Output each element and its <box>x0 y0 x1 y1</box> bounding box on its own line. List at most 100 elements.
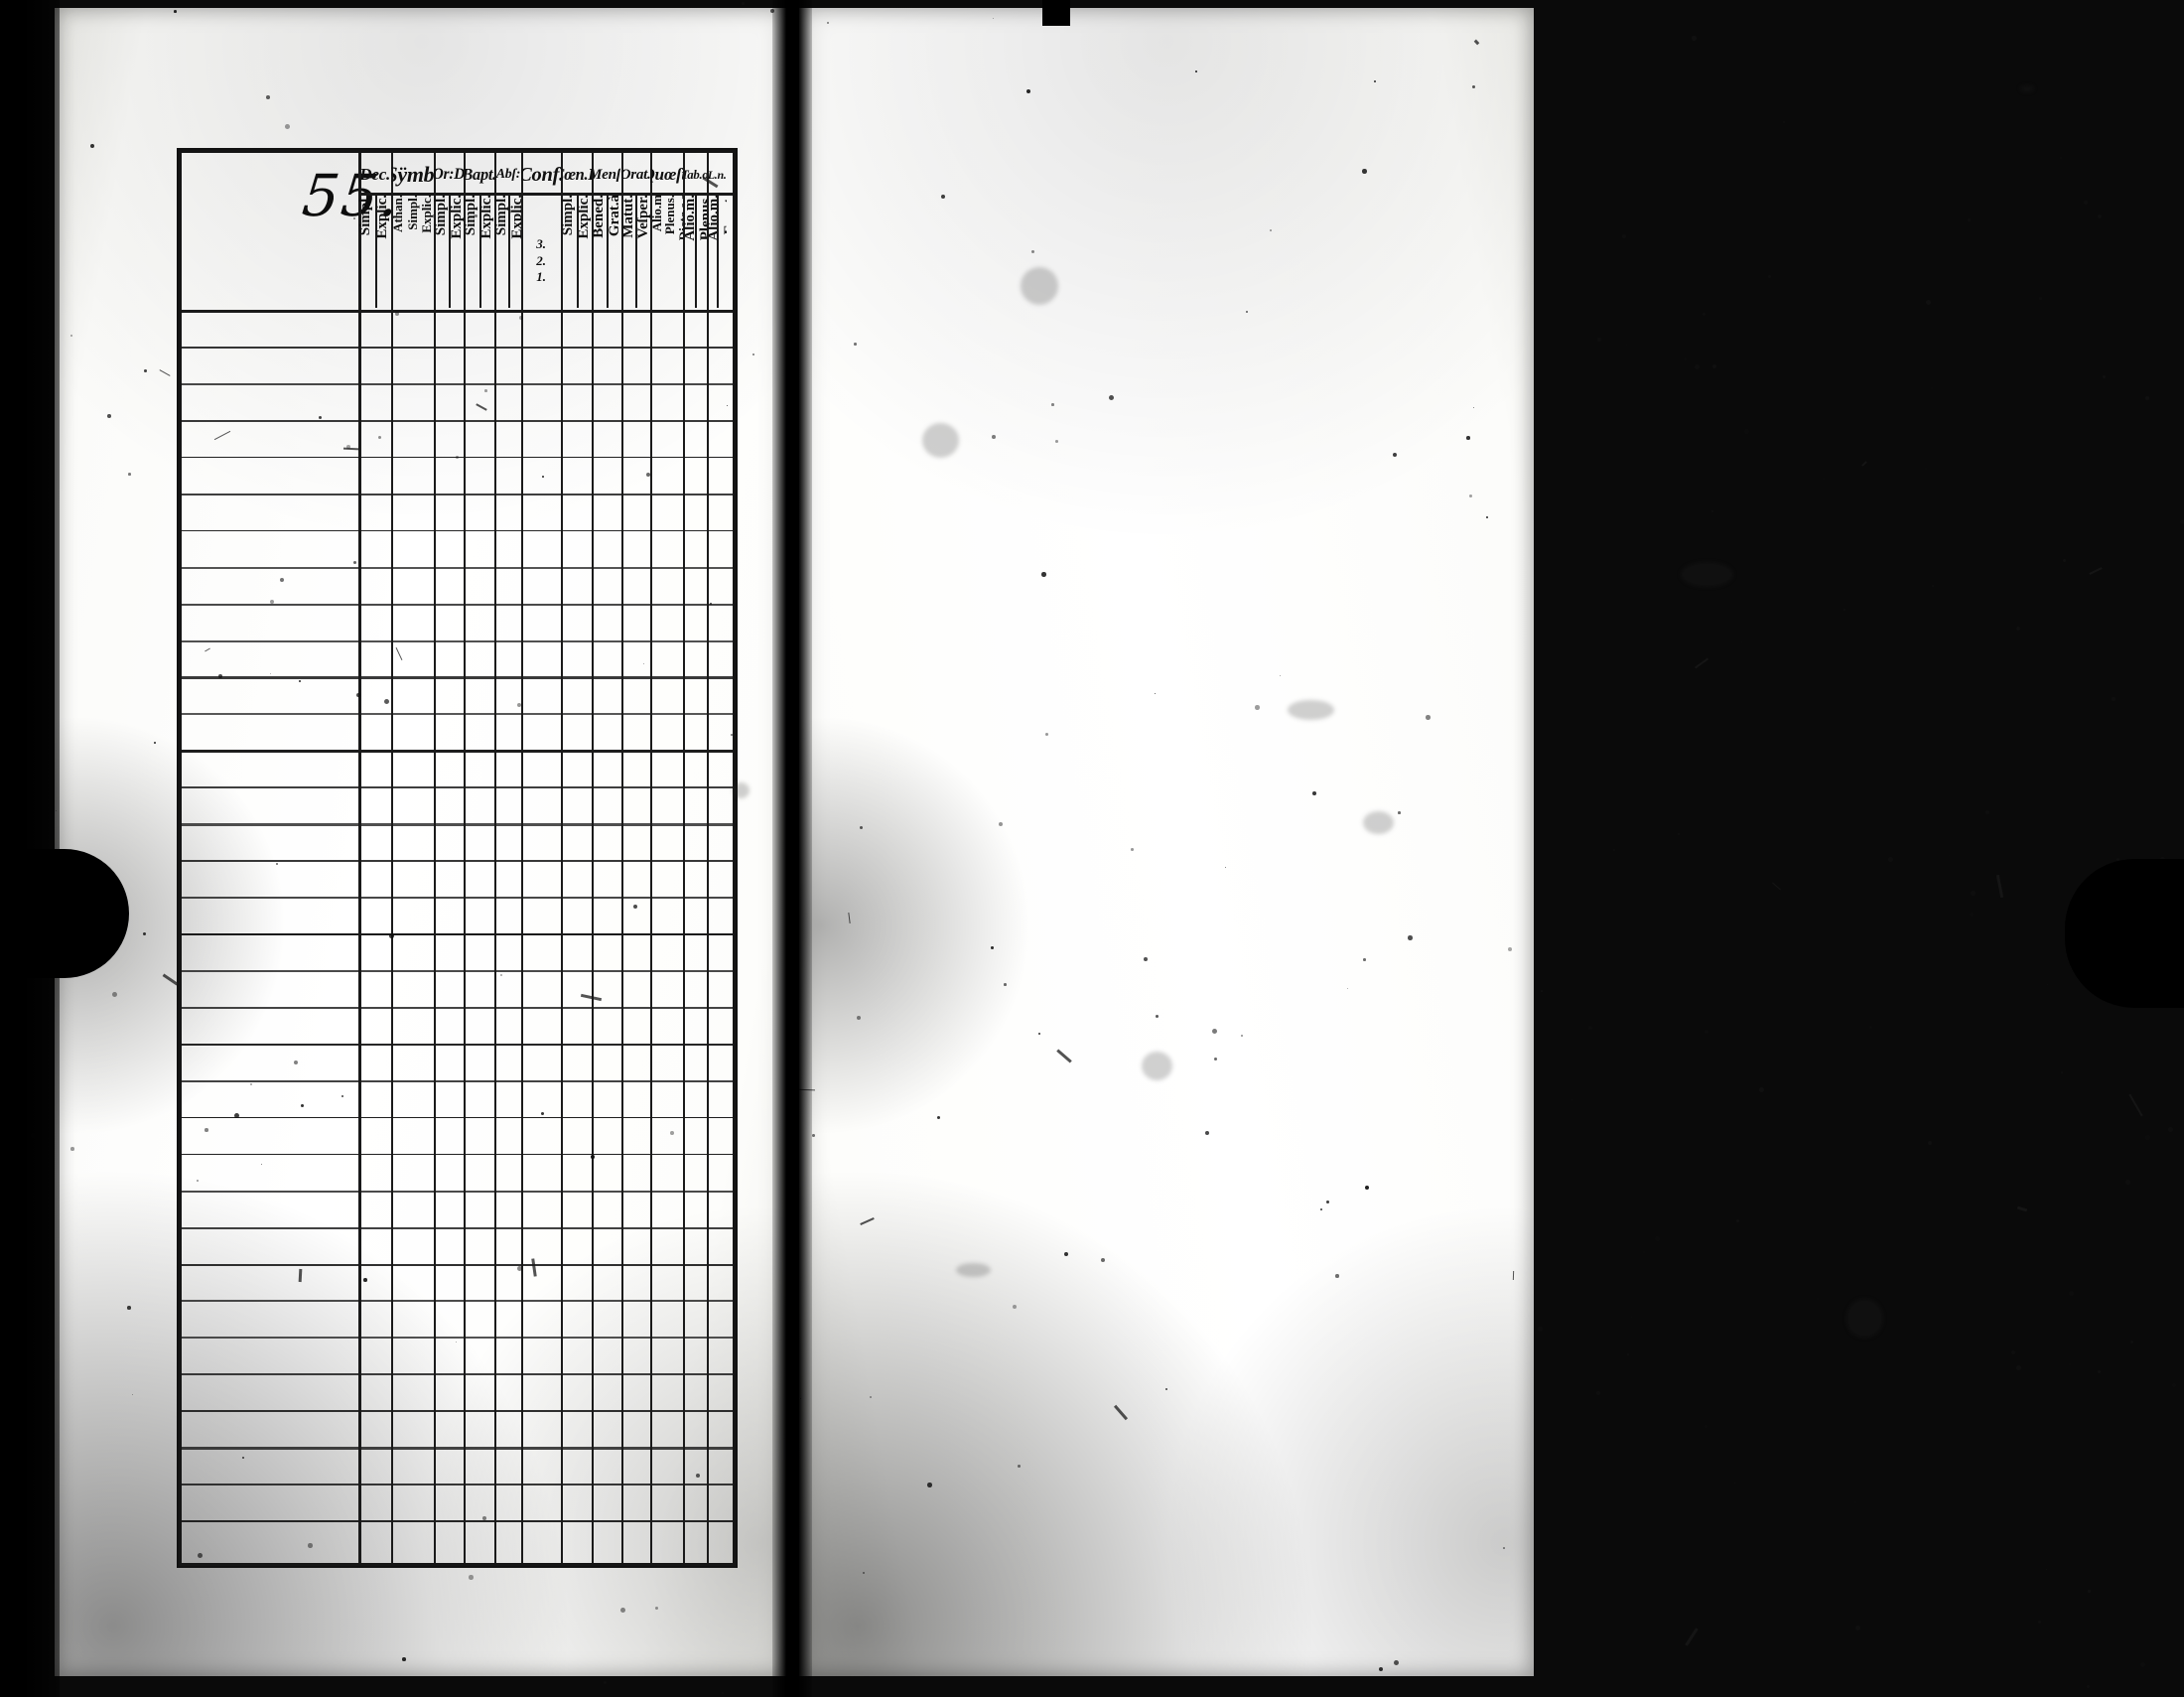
table-row <box>182 860 733 863</box>
table-row <box>182 823 733 826</box>
column-header-tab: Tab.α <box>683 167 708 182</box>
dust-speck <box>2061 1071 2064 1074</box>
column-subheader-label: Explic. <box>373 195 390 239</box>
column-subheader-label: Simpl. <box>358 195 374 236</box>
dust-speck <box>1823 478 1826 481</box>
dust-speck <box>1684 357 1687 360</box>
table-row <box>182 382 733 385</box>
scan-scratch <box>1685 1627 1699 1646</box>
dust-speck <box>1968 218 1971 221</box>
subheader-divider <box>695 195 698 308</box>
table-row <box>182 969 733 972</box>
dust-speck <box>2098 1370 2101 1373</box>
scan-scratch <box>1694 657 1709 669</box>
dust-speck <box>2069 1291 2074 1296</box>
column-subheader-label: Grat.à <box>607 195 621 237</box>
dust-speck <box>1736 1219 1740 1223</box>
dust-speck <box>2060 157 2062 159</box>
column-divider <box>521 153 524 1563</box>
column-subheader-label: Matut. <box>620 195 636 238</box>
column-header-ord: Or:D <box>433 166 464 183</box>
table-row <box>182 1337 733 1340</box>
book-gutter-shadow <box>772 0 812 1697</box>
column-subheader-label: Explic. <box>509 195 522 239</box>
page-soil-right <box>799 8 1534 1676</box>
dust-speck <box>1931 387 1934 390</box>
column-header-cnd: Cœn.D <box>561 165 593 184</box>
table-row <box>182 346 733 349</box>
column-subheader-label: Explic. <box>478 195 494 239</box>
subheader-divider <box>606 195 609 308</box>
dust-speck <box>1932 585 1934 587</box>
dust-speck <box>1888 1596 1890 1598</box>
left-table: Dec.Sÿmb.Or:DBapt.Abſ:Conf.Cœn.DMenſ.Ora… <box>179 150 736 1566</box>
dust-speck <box>1655 1236 1660 1241</box>
column-divider <box>682 153 685 1563</box>
dust-speck <box>2168 1127 2173 1132</box>
table-row <box>182 1447 733 1450</box>
subheader-divider <box>448 195 451 308</box>
dust-speck <box>1711 510 1713 512</box>
column-divider <box>620 153 623 1563</box>
paper-smudge <box>2020 85 2034 92</box>
dust-speck <box>1768 275 1771 278</box>
paper-smudge <box>1846 1299 1883 1338</box>
dust-speck <box>2140 1662 2145 1667</box>
dust-speck <box>742 2 745 5</box>
table-row <box>182 529 733 532</box>
column-divider <box>391 153 394 1563</box>
subheader-divider <box>635 195 638 308</box>
table-row <box>182 786 733 788</box>
column-header-bapt: Bapt. <box>463 165 495 184</box>
subheader-divider <box>717 195 720 308</box>
dust-speck <box>2063 559 2067 563</box>
dust-speck <box>1926 300 1931 305</box>
dust-speck <box>2130 1341 2134 1344</box>
dust-speck <box>1970 913 1975 918</box>
dust-speck <box>2103 375 2106 378</box>
film-holder-nub-top <box>1042 0 1070 26</box>
dust-speck <box>2172 1383 2176 1387</box>
column-subheader-label: Simpl. <box>433 195 449 236</box>
column-header-conf: Conf. <box>521 163 561 186</box>
table-row <box>182 639 733 642</box>
table-row <box>182 1006 733 1010</box>
column-subheader-group: Dicta.s.s Plenus. Alio.m <box>650 195 683 312</box>
dust-speck <box>2145 1135 2150 1140</box>
subheader-divider <box>478 195 481 308</box>
dust-speck <box>2084 201 2088 205</box>
column-subheader-label: Simpl. <box>463 195 478 236</box>
column-header-smb: Sÿmb. <box>391 162 434 187</box>
dust-speck <box>1925 468 1928 471</box>
film-holder-notch-right <box>2065 859 2184 1008</box>
dust-speck <box>1571 1099 1573 1101</box>
table-row <box>182 1410 733 1413</box>
dust-speck <box>1626 345 1627 346</box>
dust-speck <box>1678 833 1680 835</box>
table-row <box>182 1153 733 1156</box>
dust-speck <box>2046 1569 2048 1571</box>
table-row <box>182 1043 733 1046</box>
dust-speck <box>1817 1298 1820 1301</box>
column-divider <box>560 153 563 1563</box>
table-row <box>182 713 733 716</box>
column-subheader-label: Exact. <box>722 195 727 235</box>
right-page: NatusD.AnnoObiitD.Anno171717171717Ga êAb… <box>799 8 1534 1676</box>
dust-speck <box>1538 1327 1543 1332</box>
dust-speck <box>1588 1026 1592 1030</box>
column-subheader-label: Explic. <box>448 195 464 239</box>
dust-speck <box>1695 364 1700 369</box>
column-subheader-label: Simpl. <box>404 195 420 230</box>
subheader-divider <box>374 195 377 308</box>
left-page: 55. Dec.Sÿmb.Or:DBapt.Abſ:Conf.Cœn.DMenſ… <box>55 8 789 1676</box>
dust-speck <box>1613 849 1616 852</box>
dust-speck <box>2069 1363 2071 1365</box>
column-header-ln: L.n. <box>707 167 727 182</box>
dust-speck <box>2011 1350 2015 1354</box>
column-divider <box>707 153 710 1563</box>
dust-speck <box>2087 1685 2090 1688</box>
column-divider <box>463 153 466 1563</box>
dust-speck <box>1705 1030 1708 1034</box>
table-row <box>182 1079 733 1082</box>
dust-speck <box>722 1692 724 1694</box>
